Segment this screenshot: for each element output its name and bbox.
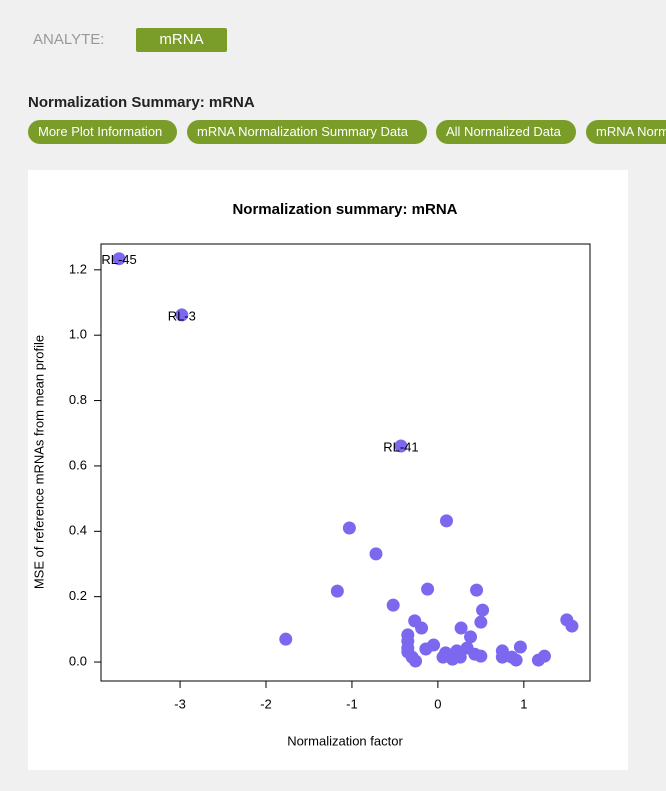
point <box>474 649 488 663</box>
point <box>175 308 189 322</box>
point <box>394 439 408 453</box>
point <box>464 630 478 644</box>
point <box>474 615 488 629</box>
x-tick-label: 1 <box>520 696 527 711</box>
x-tick-label: -3 <box>174 696 186 711</box>
analyte-label: ANALYTE: <box>33 31 105 48</box>
y-tick-label: 0.6 <box>69 457 87 472</box>
button[interactable]: mRNA Norm <box>586 120 666 144</box>
point <box>495 650 509 664</box>
point <box>419 642 433 656</box>
point <box>421 582 435 596</box>
point <box>415 621 429 635</box>
point <box>509 653 523 667</box>
plot-frame <box>100 243 591 682</box>
x-tick-label: -1 <box>346 696 358 711</box>
section-title: Normalization Summary: mRNA <box>28 94 255 111</box>
chart: Normalization summary: mRNA Normalizatio… <box>31 201 591 748</box>
point <box>409 654 423 668</box>
y-tick-label: 0.0 <box>69 653 87 668</box>
button[interactable]: More Plot Information <box>28 120 177 144</box>
point <box>513 640 527 654</box>
point <box>537 649 551 663</box>
point <box>386 598 400 612</box>
y-axis-label: MSE of reference mRNAs from mean profile <box>31 335 46 589</box>
point-label: RL-45 <box>101 252 136 267</box>
y-tick-label: 1.0 <box>69 327 87 342</box>
y-tick-label: 0.4 <box>69 523 87 538</box>
point <box>476 603 490 617</box>
point <box>470 583 484 597</box>
button[interactable]: All Normalized Data <box>436 120 576 144</box>
point <box>369 547 383 561</box>
y-tick-label: 1.2 <box>69 261 87 276</box>
point <box>330 584 344 598</box>
point <box>439 514 453 528</box>
point <box>565 619 579 633</box>
chart-title: Normalization summary: mRNA <box>232 201 457 218</box>
point-label: RL-3 <box>168 308 196 323</box>
point <box>112 252 126 266</box>
plot-panel: Normalization summary: mRNA Normalizatio… <box>28 170 628 770</box>
x-tick-label: 0 <box>434 696 441 711</box>
point <box>454 621 468 635</box>
analyte-badge[interactable]: mRNA <box>136 28 227 52</box>
point <box>279 632 293 646</box>
y-tick-label: 0.2 <box>69 588 87 603</box>
x-axis-label: Normalization factor <box>287 733 403 748</box>
point-label: RL-41 <box>383 439 418 454</box>
point <box>445 652 459 666</box>
y-tick-label: 0.8 <box>69 392 87 407</box>
point <box>342 521 356 535</box>
button[interactable]: mRNA Normalization Summary Data <box>187 120 427 144</box>
x-tick-label: -2 <box>260 696 272 711</box>
